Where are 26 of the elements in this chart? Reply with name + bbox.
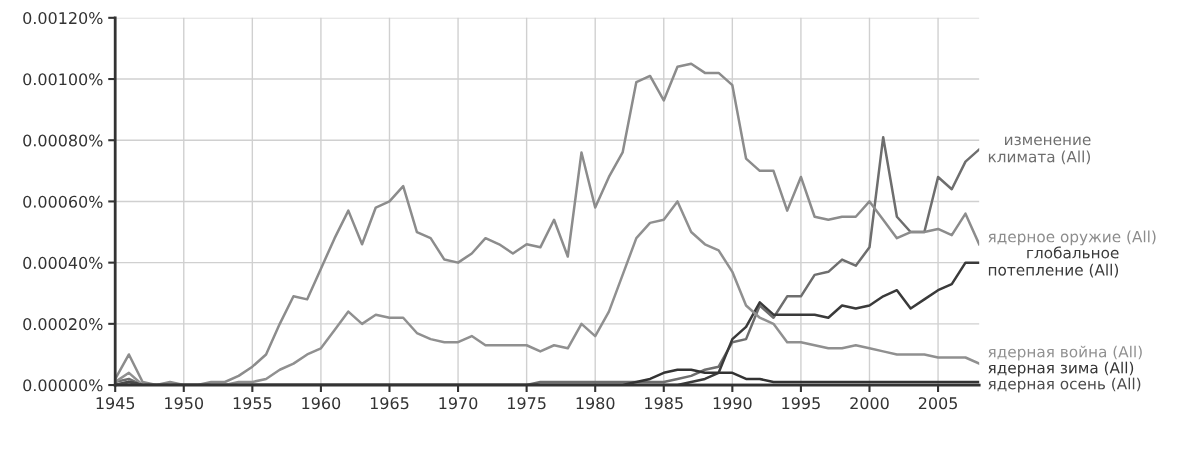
y-tick-label: 0.00000% (23, 379, 103, 392)
x-tick-label: 1980 (576, 397, 615, 410)
y-tick-label: 0.00120% (23, 12, 103, 25)
x-tick-label: 1950 (165, 397, 204, 410)
series-label: глобальное потепление (All) (988, 246, 1119, 278)
y-tick-label: 0.00060% (23, 195, 103, 208)
x-tick-label: 1945 (96, 397, 135, 410)
x-tick-label: 2000 (850, 397, 889, 410)
x-tick-label: 1990 (713, 397, 752, 410)
series-label: изменение климата (All) (988, 136, 1091, 165)
x-tick-label: 1955 (233, 397, 272, 410)
series-label: ядерное оружие (All) (988, 230, 1156, 246)
y-tick-label: 0.00020% (23, 318, 103, 331)
x-tick-label: 1985 (645, 397, 683, 410)
y-tick-label: 0.00080% (23, 134, 103, 147)
series-label: ядерная зима (All) (988, 361, 1134, 377)
x-tick-label: 1965 (370, 397, 409, 410)
y-tick-label: 0.00100% (23, 73, 103, 86)
x-tick-label: 1975 (508, 397, 546, 410)
x-tick-label: 1960 (302, 397, 341, 410)
series-label: ядерная осень (All) (988, 377, 1141, 393)
x-tick-label: 2005 (918, 397, 957, 410)
y-tick-label: 0.00040% (23, 256, 103, 269)
x-tick-label: 1970 (439, 397, 478, 410)
x-tick-label: 1995 (782, 397, 820, 410)
series-label: ядерная война (All) (988, 345, 1142, 361)
